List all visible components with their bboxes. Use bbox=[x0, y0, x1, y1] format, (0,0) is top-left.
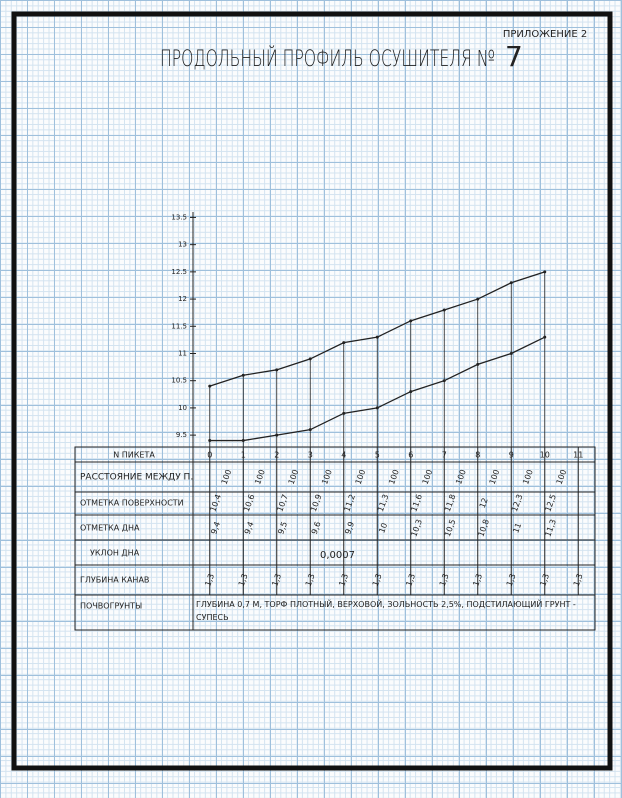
distance: 100 bbox=[287, 468, 301, 485]
distance: 100 bbox=[454, 468, 468, 485]
depth: 1,3 bbox=[371, 572, 384, 587]
table-grid bbox=[74, 446, 596, 631]
y-tick-label: 10 bbox=[178, 404, 187, 412]
distance: 100 bbox=[421, 468, 435, 485]
soil-box: ГЛУБИНА 0,7 М, ТОРФ ПЛОТНЫЙ, ВЕРХОВОЙ, З… bbox=[196, 600, 576, 622]
x-tick-label: 1 bbox=[241, 451, 246, 460]
y-tick-label: 9.5 bbox=[176, 431, 187, 439]
distance: 100 bbox=[253, 468, 267, 485]
distance: 100 bbox=[320, 468, 334, 485]
y-tick-label: 11.5 bbox=[171, 322, 187, 330]
x-tick-label: 0 bbox=[207, 451, 212, 460]
y-tick-label: 11 bbox=[178, 349, 187, 357]
value-label: 10,6 bbox=[242, 493, 257, 513]
value-label: 11,8 bbox=[443, 493, 458, 513]
row-label: ПОЧВОГРУНТЫ bbox=[80, 602, 142, 611]
slope-value: 0,0007 bbox=[320, 550, 355, 561]
depth: 1,3 bbox=[572, 572, 585, 587]
value-label: 9,9 bbox=[343, 520, 356, 535]
soil-text: ГЛУБИНА 0,7 М, ТОРФ ПЛОТНЫЙ, ВЕРХОВОЙ, З… bbox=[196, 600, 576, 622]
depth: 1,3 bbox=[404, 572, 417, 587]
y-tick-label: 12.5 bbox=[171, 268, 187, 276]
value-label: 10,9 bbox=[309, 493, 324, 513]
y-tick-label: 13 bbox=[178, 241, 187, 249]
depth: 1,3 bbox=[471, 572, 484, 587]
x-tick-label: 10 bbox=[540, 451, 550, 460]
value-label: 9,5 bbox=[276, 520, 289, 535]
frame bbox=[11, 11, 613, 771]
distance: 100 bbox=[555, 468, 569, 485]
value-label: 12,5 bbox=[543, 493, 558, 513]
value-label: 10,8 bbox=[476, 518, 491, 538]
distance: 100 bbox=[521, 468, 535, 485]
value-label: 9,4 bbox=[243, 520, 256, 535]
depth: 1,3 bbox=[304, 572, 317, 587]
row-label: N ПИКЕТА bbox=[113, 451, 155, 460]
depth: 1,3 bbox=[237, 572, 250, 587]
depth: 1,3 bbox=[270, 572, 283, 587]
value-label: 11,3 bbox=[376, 493, 391, 513]
value-label: 10,5 bbox=[443, 518, 458, 538]
table-border bbox=[74, 446, 596, 631]
depth: 1,3 bbox=[505, 572, 518, 587]
title: ПРОДОЛЬНЫЙ ПРОФИЛЬ ОСУШИТЕЛЯ № bbox=[160, 46, 495, 72]
row-label: ГЛУБИНА КАНАВ bbox=[80, 576, 149, 585]
distance: 100 bbox=[387, 468, 401, 485]
depth: 1,3 bbox=[337, 572, 350, 587]
row-label: ОТМЕТКА ПОВЕРХНОСТИ bbox=[80, 499, 184, 508]
x-tick-label: 9 bbox=[509, 451, 514, 460]
value-label: 10,7 bbox=[275, 493, 290, 513]
depth: 1,3 bbox=[438, 572, 451, 587]
value-label: 11 bbox=[511, 522, 523, 535]
x-tick-label: 5 bbox=[375, 451, 380, 460]
value-label: 11,6 bbox=[409, 493, 424, 513]
y-tick-label: 12 bbox=[178, 295, 187, 303]
distance: 100 bbox=[354, 468, 368, 485]
row-label: ОТМЕТКА ДНА bbox=[80, 524, 140, 533]
depth: 1,3 bbox=[538, 572, 551, 587]
value-label: 9,6 bbox=[310, 520, 323, 535]
value-label: 12,3 bbox=[510, 493, 525, 513]
appendix: ПРИЛОЖЕНИЕ 2 bbox=[503, 29, 587, 40]
title-number: 7 bbox=[505, 40, 523, 73]
x-tick-label: 4 bbox=[341, 451, 346, 460]
x-tick-label: 8 bbox=[475, 451, 480, 460]
value-label: 10 bbox=[377, 522, 389, 535]
value-label: 12 bbox=[478, 497, 490, 510]
x-tick-label: 6 bbox=[408, 451, 413, 460]
x-tick-label: 11 bbox=[573, 451, 583, 460]
x-tick-label: 7 bbox=[442, 451, 447, 460]
distance: 100 bbox=[220, 468, 234, 485]
x-tick-label: 2 bbox=[274, 451, 279, 460]
value-label: 10,4 bbox=[208, 493, 223, 513]
depth: 1,3 bbox=[203, 572, 216, 587]
x-tick-label: 3 bbox=[308, 451, 313, 460]
distance: 100 bbox=[488, 468, 502, 485]
row-label: РАССТОЯНИЕ МЕЖДУ П. bbox=[80, 473, 193, 483]
value-label: 9,4 bbox=[209, 520, 222, 535]
y-tick-label: 13.5 bbox=[171, 213, 187, 221]
y-tick-label: 10.5 bbox=[171, 377, 187, 385]
value-label: 10,3 bbox=[409, 518, 424, 538]
value-label: 11,2 bbox=[342, 493, 357, 513]
row-label: УКЛОН ДНА bbox=[90, 549, 140, 558]
value-label: 11,3 bbox=[543, 518, 558, 538]
